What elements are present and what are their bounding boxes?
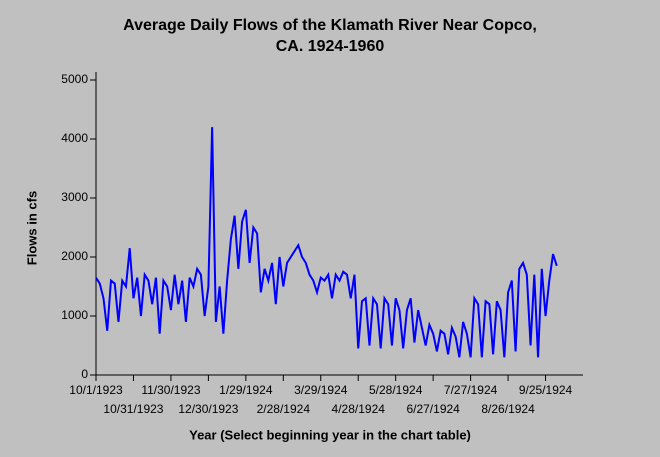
x-tick-label: 3/29/1924 xyxy=(294,383,348,397)
x-tick-label: 1/29/1924 xyxy=(219,383,273,397)
x-tick-label: 4/28/1924 xyxy=(332,402,386,416)
y-tick-label: 5000 xyxy=(61,72,88,86)
y-tick-label: 1000 xyxy=(61,308,88,322)
x-tick-label: 10/31/1923 xyxy=(103,402,163,416)
y-tick-label: 0 xyxy=(81,367,88,381)
y-tick-label: 4000 xyxy=(61,131,88,145)
y-tick-label: 3000 xyxy=(61,190,88,204)
y-axis-label: Flows in cfs xyxy=(24,191,39,265)
x-tick-label: 7/27/1924 xyxy=(444,383,498,397)
x-tick-label: 9/25/1924 xyxy=(519,383,573,397)
x-tick-label: 11/30/1923 xyxy=(141,383,200,397)
x-tick-label: 10/1/1923 xyxy=(69,383,123,397)
x-axis-label: Year (Select beginning year in the chart… xyxy=(189,427,471,442)
chart-title: Average Daily Flows of the Klamath River… xyxy=(123,17,537,34)
x-tick-label: 12/30/1923 xyxy=(178,402,238,416)
flow-line xyxy=(95,127,558,358)
x-tick-label: 2/28/1924 xyxy=(257,402,311,416)
x-tick-label: 5/28/1924 xyxy=(369,383,423,397)
x-tick-label: 6/27/1924 xyxy=(406,402,460,416)
chart-subtitle: CA. 1924-1960 xyxy=(276,38,385,55)
x-tick-label: 8/26/1924 xyxy=(481,402,535,416)
y-tick-label: 2000 xyxy=(61,249,88,263)
